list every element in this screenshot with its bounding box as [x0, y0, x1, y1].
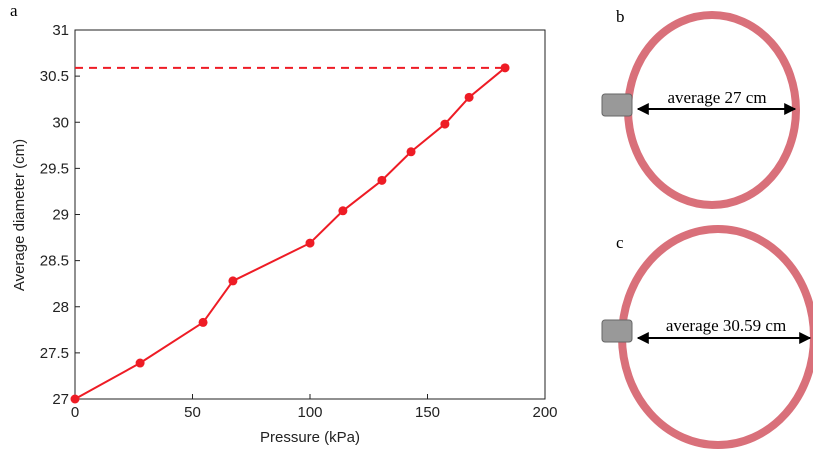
data-point: [338, 206, 348, 216]
y-tick-label: 28.5: [40, 253, 69, 270]
y-tick-label: 30: [52, 114, 69, 131]
panel-label: b: [616, 7, 625, 26]
plot-frame: [74, 29, 546, 400]
y-tick-label: 31: [52, 22, 69, 39]
data-point: [135, 358, 145, 368]
photo-c: [601, 225, 813, 449]
x-tick-label: 50: [184, 404, 201, 421]
data-point: [228, 276, 238, 286]
annotation: average 30.59 cm: [666, 316, 786, 335]
data-point: [406, 147, 416, 157]
y-tick-label: 27.5: [40, 345, 69, 362]
y-tick-label: 29: [52, 207, 69, 224]
x-axis-label: Pressure (kPa): [260, 429, 360, 446]
data-point: [500, 63, 510, 73]
x-tick-label: 200: [532, 404, 557, 421]
photo-b: [601, 11, 800, 209]
data-point: [198, 317, 208, 327]
annotation: average 27 cm: [667, 88, 766, 107]
y-tick-label: 28: [52, 299, 69, 316]
data-point: [440, 119, 450, 129]
y-tick-label: 30.5: [40, 68, 69, 85]
y-tick-label: 27: [52, 391, 69, 408]
x-tick-label: 0: [71, 404, 79, 421]
x-tick-label: 150: [415, 404, 440, 421]
data-point: [377, 175, 387, 185]
x-tick-label: 100: [297, 404, 322, 421]
data-point: [70, 394, 80, 404]
data-point: [305, 238, 315, 248]
panel-label: a: [10, 1, 18, 20]
data-point: [464, 92, 474, 102]
panel-label: c: [616, 233, 624, 252]
y-axis-label: Average diameter (cm): [11, 139, 28, 291]
y-tick-label: 29.5: [40, 160, 69, 177]
series-line: [74, 67, 506, 400]
